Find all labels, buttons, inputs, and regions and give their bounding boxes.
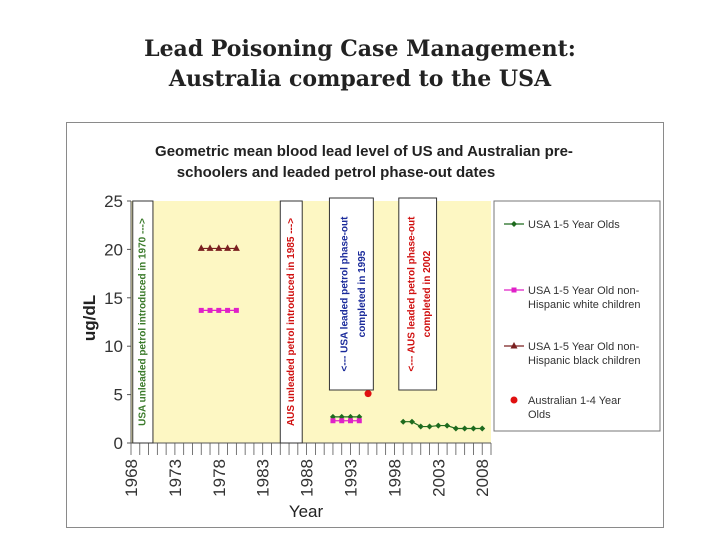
slide-title-line-2: Australia compared to the USA (168, 66, 552, 92)
y-tick-label: 25 (104, 192, 123, 211)
data-point (224, 244, 232, 251)
y-tick-label: 20 (104, 240, 123, 259)
data-point (225, 307, 231, 313)
data-point (339, 418, 345, 424)
y-tick-label: 5 (114, 386, 123, 405)
chart-title-line-1: Geometric mean blood lead level of US an… (155, 143, 573, 160)
legend-swatch-marker (510, 396, 518, 404)
data-point (452, 425, 459, 432)
annotation-box (398, 197, 438, 391)
data-point (426, 423, 433, 430)
annotation-box (132, 200, 154, 444)
y-tick-label: 10 (104, 337, 123, 356)
legend-label: Olds (528, 409, 551, 421)
y-tick-label: 0 (114, 434, 123, 453)
legend-swatch-marker (511, 221, 517, 227)
x-tick-label: 1973 (166, 459, 185, 497)
x-tick-label: 1968 (122, 459, 141, 497)
legend-label: Australian 1-4 Year (528, 395, 621, 407)
series-line (403, 421, 483, 430)
legend-label: USA 1-5 Year Olds (528, 219, 620, 231)
x-tick-label: 1998 (385, 459, 404, 497)
data-point (444, 422, 451, 429)
legend-label: USA 1-5 Year Old non- (528, 285, 640, 297)
slide-title-line-1: Lead Poisoning Case Management: (144, 36, 576, 62)
data-point (206, 244, 214, 251)
annotation-text: USA unleaded petrol introduced in 1970 -… (137, 218, 148, 426)
y-tick-label: 15 (104, 289, 123, 308)
data-point (197, 244, 205, 251)
data-point (435, 422, 442, 429)
annotation-text: AUS unleaded petrol introduced in 1985 -… (286, 218, 297, 426)
x-tick-label: 2008 (473, 459, 492, 497)
data-point (233, 307, 239, 313)
data-point (461, 425, 468, 432)
data-point (408, 418, 415, 425)
legend-swatch-marker (511, 287, 517, 293)
legend-label: Hispanic white children (528, 299, 641, 311)
legend-box (493, 200, 661, 432)
annotation-text: completed in 2002 (422, 250, 433, 337)
data-point (400, 418, 407, 425)
x-tick-label: 1983 (254, 459, 273, 497)
chart-title-line-2: schoolers and leaded petrol phase-out da… (177, 164, 495, 181)
data-point (417, 423, 424, 430)
data-point (215, 244, 223, 251)
data-point (470, 425, 477, 432)
x-tick-label: 1993 (342, 459, 361, 497)
data-point (330, 418, 336, 424)
legend-swatch-marker (510, 342, 518, 349)
slide-title: Lead Poisoning Case Management: Australi… (0, 34, 720, 94)
data-point (198, 307, 204, 313)
legend-label: USA 1-5 Year Old non- (528, 341, 640, 353)
legend-label: Hispanic black children (528, 355, 641, 367)
data-point (348, 418, 354, 424)
data-point (232, 244, 240, 251)
annotation-text: <--- AUS leaded petrol phase-out (407, 216, 418, 372)
annotation-box (328, 197, 374, 391)
annotation-text: completed in 1995 (357, 250, 368, 337)
data-point (479, 425, 486, 432)
x-tick-label: 1978 (210, 459, 229, 497)
x-tick-label: 1988 (298, 459, 317, 497)
data-point (207, 307, 213, 313)
annotation-box (279, 200, 303, 444)
y-axis-label: ug/dL (80, 295, 99, 341)
annotation-text: <--- USA leaded petrol phase-out (339, 216, 350, 372)
x-axis-label: Year (289, 502, 324, 521)
data-point (364, 390, 372, 398)
data-point (356, 418, 362, 424)
x-tick-label: 2003 (429, 459, 448, 497)
data-point (216, 307, 222, 313)
